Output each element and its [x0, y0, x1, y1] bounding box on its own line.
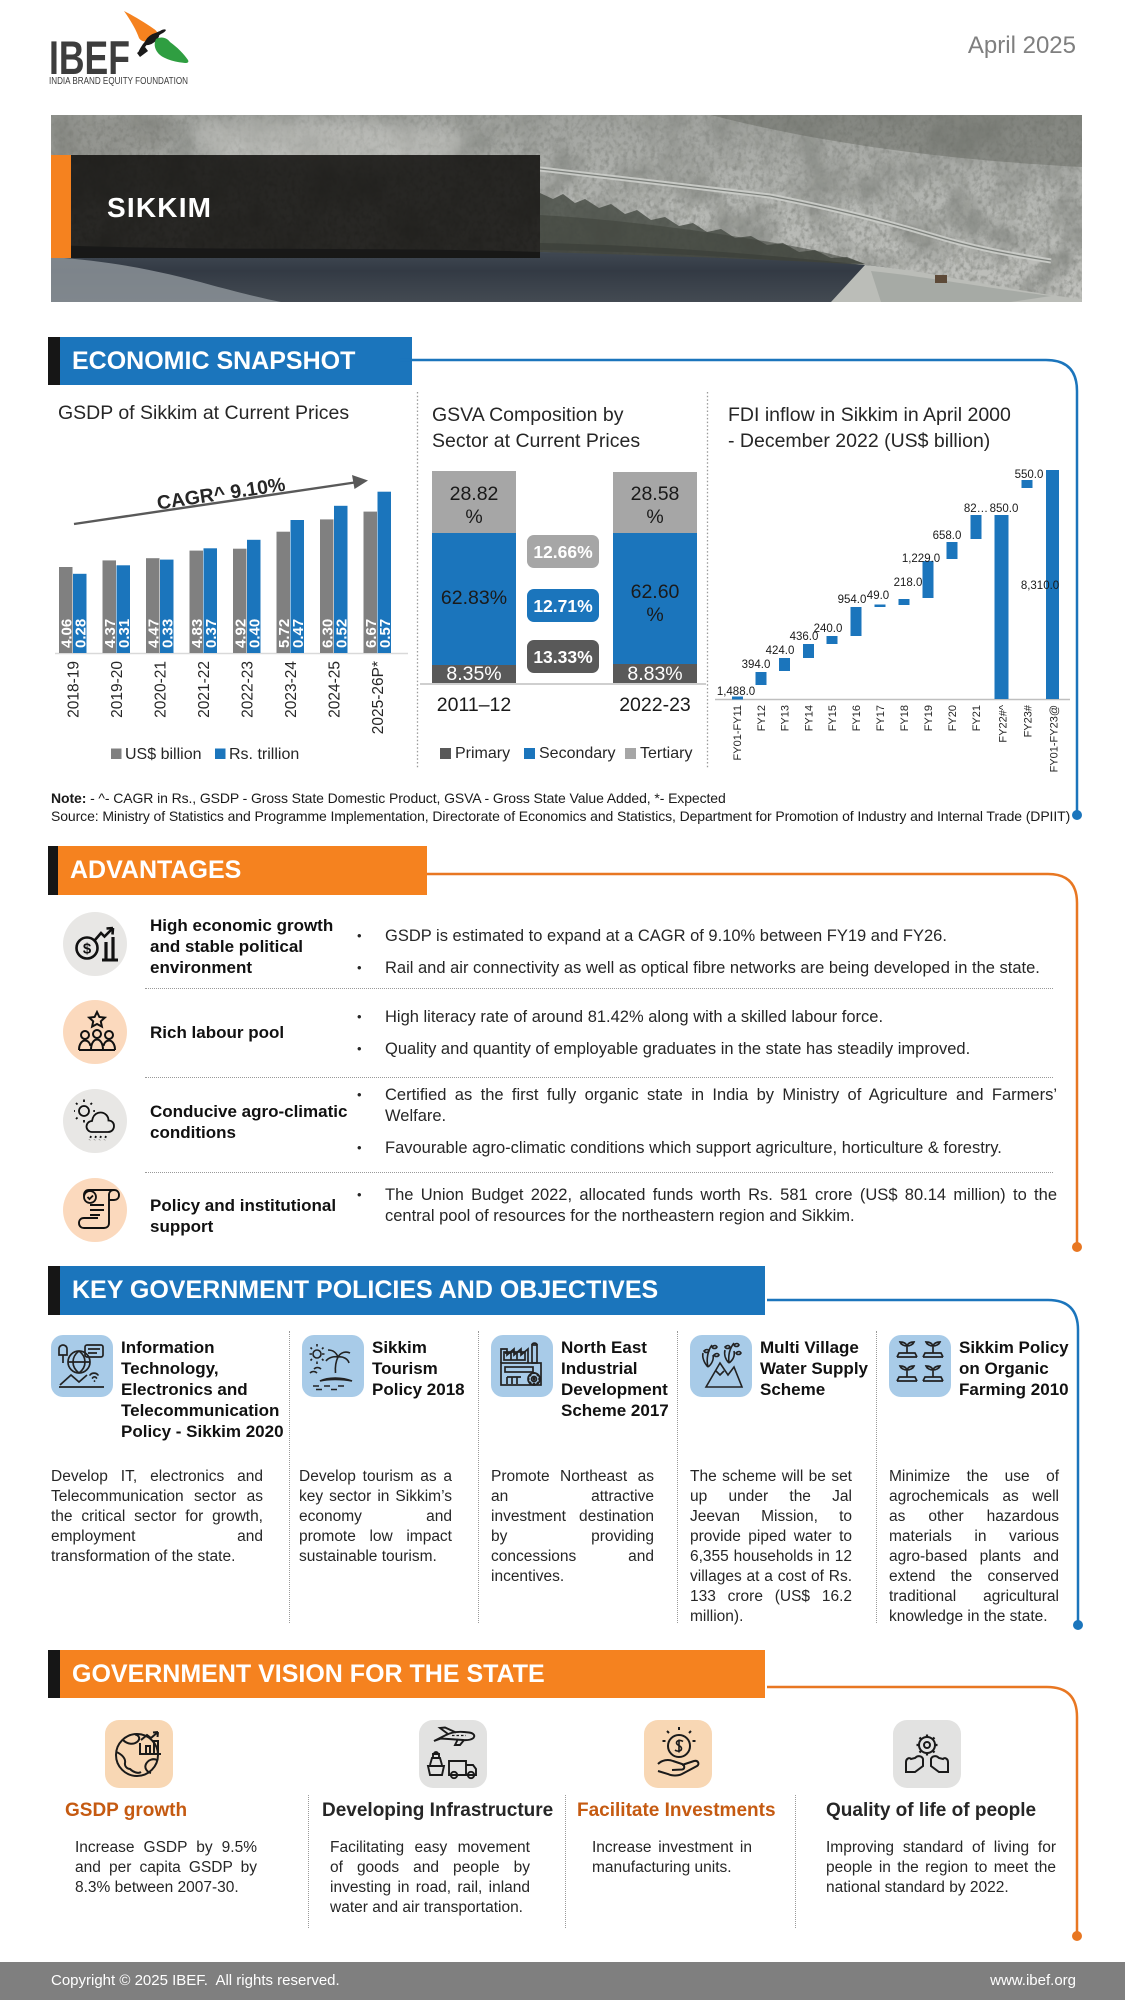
svg-text:8.35%: 8.35% — [446, 663, 501, 685]
svg-text:2021-22: 2021-22 — [196, 661, 213, 718]
svg-text:28.58: 28.58 — [631, 483, 680, 505]
svg-text:394.0: 394.0 — [742, 659, 771, 671]
svg-text:850.0: 850.0 — [990, 503, 1019, 515]
svg-text:62.83%: 62.83% — [441, 587, 507, 609]
svg-text:$: $ — [83, 941, 92, 958]
svg-text:Rs. trillion: Rs. trillion — [229, 746, 299, 763]
svg-text:FY16: FY16 — [851, 705, 863, 731]
svg-text:4.92: 4.92 — [233, 619, 250, 648]
svg-text:0.47: 0.47 — [290, 619, 307, 648]
svg-text:2023-24: 2023-24 — [283, 661, 300, 718]
svg-text:6.30: 6.30 — [320, 619, 337, 648]
svg-text:Tertiary: Tertiary — [640, 745, 692, 762]
svg-text:FY01-FY23@: FY01-FY23@ — [1049, 705, 1061, 772]
svg-text:FY01-FY11: FY01-FY11 — [732, 705, 744, 760]
svg-text:FY20: FY20 — [947, 705, 959, 731]
svg-text:1,229.0: 1,229.0 — [902, 553, 940, 565]
svg-text:0.33: 0.33 — [160, 619, 177, 648]
svg-text:US$ billion: US$ billion — [125, 746, 201, 763]
svg-text:550.0: 550.0 — [1015, 469, 1044, 481]
svg-text:82…: 82… — [964, 503, 988, 515]
svg-text:%: % — [646, 506, 663, 528]
svg-text:CAGR^ 9.10%: CAGR^ 9.10% — [155, 474, 286, 515]
svg-text:4.83: 4.83 — [189, 619, 206, 648]
svg-text:FY15: FY15 — [827, 705, 839, 731]
svg-text:2022-23: 2022-23 — [619, 694, 691, 716]
svg-text:218.0: 218.0 — [894, 577, 923, 589]
svg-text:0.37: 0.37 — [203, 619, 220, 648]
svg-text:2022-23: 2022-23 — [240, 661, 257, 718]
svg-text:2011–12: 2011–12 — [437, 694, 511, 716]
svg-text:0.31: 0.31 — [116, 619, 133, 648]
svg-text:0.40: 0.40 — [247, 619, 264, 648]
svg-text:INDIA BRAND EQUITY FOUNDATION: INDIA BRAND EQUITY FOUNDATION — [49, 76, 188, 87]
svg-text:4.37: 4.37 — [102, 619, 119, 648]
svg-text:FY22#^: FY22#^ — [998, 704, 1010, 742]
svg-text:424.0: 424.0 — [766, 645, 795, 657]
svg-text:2025-26P*: 2025-26P* — [370, 661, 387, 734]
svg-text:FY14: FY14 — [804, 705, 816, 731]
svg-text:0.52: 0.52 — [334, 619, 351, 648]
svg-text:FY13: FY13 — [780, 705, 792, 731]
svg-text:0.28: 0.28 — [73, 619, 90, 648]
svg-text:FY23#: FY23# — [1023, 704, 1035, 737]
svg-text:12.71%: 12.71% — [533, 596, 593, 616]
svg-text:4.06: 4.06 — [59, 619, 76, 648]
svg-text:2024-25: 2024-25 — [327, 661, 344, 718]
svg-text:49.0: 49.0 — [867, 590, 889, 602]
svg-text:240.0: 240.0 — [814, 623, 843, 635]
svg-text:5.72: 5.72 — [276, 619, 293, 648]
svg-text:2020-21: 2020-21 — [153, 661, 170, 718]
svg-text:FY19: FY19 — [923, 705, 935, 731]
svg-text:Primary: Primary — [455, 745, 510, 762]
svg-text:2019-20: 2019-20 — [109, 661, 126, 718]
svg-text:13.33%: 13.33% — [533, 647, 593, 667]
svg-text:954.0: 954.0 — [838, 594, 867, 606]
svg-text:1,488.0: 1,488.0 — [717, 686, 755, 698]
svg-text:Secondary: Secondary — [539, 745, 616, 762]
svg-text:12.66%: 12.66% — [533, 542, 593, 562]
svg-text:62.60: 62.60 — [631, 581, 680, 603]
svg-text:FY12: FY12 — [756, 705, 768, 731]
svg-text:IBEF: IBEF — [49, 31, 130, 84]
svg-text:FY17: FY17 — [875, 705, 887, 731]
svg-text:658.0: 658.0 — [933, 530, 962, 542]
svg-text:0.57: 0.57 — [377, 619, 394, 648]
svg-text:%: % — [465, 506, 482, 528]
svg-text:FY18: FY18 — [899, 705, 911, 731]
svg-text:4.47: 4.47 — [146, 619, 163, 648]
svg-text:2018-19: 2018-19 — [66, 661, 83, 718]
svg-text:436.0: 436.0 — [790, 631, 819, 643]
svg-text:8,310.0: 8,310.0 — [1021, 580, 1059, 592]
svg-text:%: % — [646, 604, 663, 626]
svg-text:8.83%: 8.83% — [627, 663, 682, 685]
svg-text:6.67: 6.67 — [363, 619, 380, 648]
svg-text:28.82: 28.82 — [450, 483, 499, 505]
svg-text:FY21: FY21 — [971, 705, 983, 731]
